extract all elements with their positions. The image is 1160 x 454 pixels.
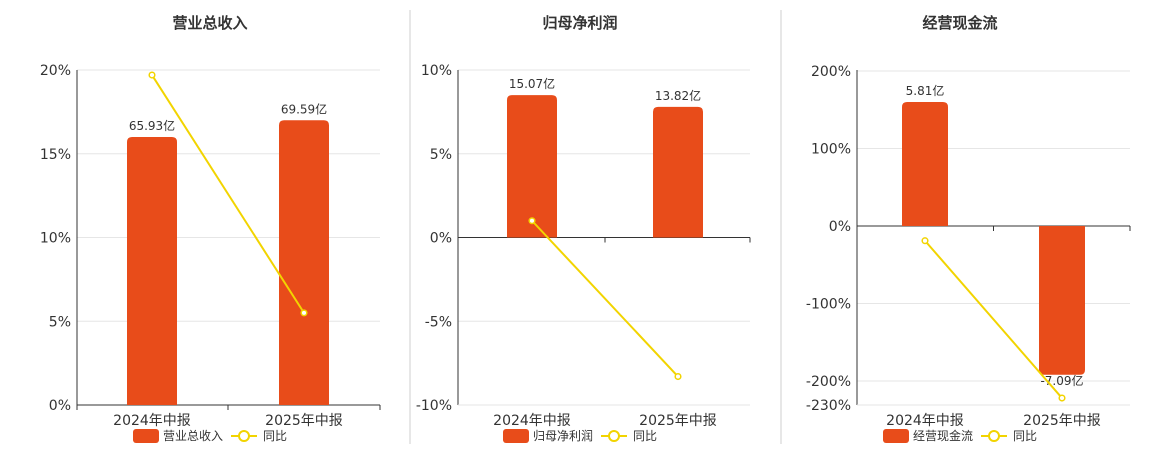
y-tick-label: 5% [49, 314, 71, 330]
y-tick-label: 0% [829, 219, 851, 235]
y-tick-label: 15% [40, 147, 71, 163]
y-tick-label: -100% [806, 297, 851, 313]
line-point [1058, 394, 1066, 402]
line-point [921, 237, 929, 245]
line-point [300, 309, 308, 317]
y-tick-label: 0% [430, 231, 452, 247]
legend-bar-label: 经营现金流 [913, 428, 973, 443]
chart-panel-3: 经营现金流 200% 100% 0% -100% -200% -230% 5.81亿 -7.09… [806, 14, 1131, 443]
x-tick-label: 2024年中报 [493, 413, 571, 429]
bar [127, 137, 177, 405]
bar-data-label: -7.09亿 [1040, 373, 1083, 388]
y-tick-label: 100% [811, 142, 851, 158]
bar [902, 102, 948, 226]
x-tick-label: 2025年中报 [639, 413, 717, 429]
x-tick-label: 2025年中报 [265, 413, 343, 429]
chart-title: 营业总收入 [172, 14, 247, 32]
legend-bar-swatch [883, 429, 909, 443]
legend-bar-swatch [133, 429, 159, 443]
y-tick-label: 5% [430, 147, 452, 163]
x-tick-label: 2024年中报 [113, 413, 191, 429]
bar-data-label: 13.82亿 [655, 88, 701, 103]
chart-panel-2: 归母净利润 10% 5% 0% -5% -10% 15.07亿 13.82亿 2024年中报 20… [416, 14, 751, 443]
line-point [674, 372, 682, 381]
chart-title: 经营现金流 [922, 14, 997, 32]
y-tick-label: -5% [425, 314, 452, 330]
chart-panel-1: 营业总收入 20% 15% 10% 5% 0% 65.93亿 69.59亿 2024年中报 202… [40, 14, 381, 443]
bar-data-label: 15.07亿 [509, 76, 555, 91]
bar-data-label: 69.59亿 [281, 101, 327, 116]
x-tick-label: 2025年中报 [1023, 413, 1101, 429]
legend-bar-label: 归母净利润 [533, 429, 593, 443]
line-point [528, 217, 536, 225]
bar [1039, 226, 1085, 375]
bar [653, 106, 703, 238]
line-series [531, 220, 679, 378]
legend-line-marker [608, 430, 620, 442]
y-tick-label: -200% [806, 374, 851, 390]
legend-bar-swatch [503, 429, 529, 443]
y-tick-label: 0% [49, 398, 71, 414]
legend-line-label: 同比 [263, 429, 287, 443]
line-series [924, 240, 1063, 399]
y-tick-label: 10% [421, 63, 452, 79]
bar [507, 95, 557, 238]
x-tick-label: 2024年中报 [886, 413, 964, 429]
line-series [151, 74, 305, 314]
line-point [148, 71, 156, 79]
y-tick-label: -10% [416, 398, 452, 414]
y-tick-label: 200% [811, 64, 851, 80]
bar-data-label: 5.81亿 [906, 83, 945, 98]
legend-line-marker [988, 430, 1000, 442]
y-tick-label: 20% [40, 63, 71, 79]
chart-title: 归母净利润 [542, 14, 617, 32]
bar [279, 120, 329, 405]
legend-bar-label: 营业总收入 [163, 429, 223, 443]
legend-line-label: 同比 [633, 429, 657, 443]
y-tick-label: -230% [806, 398, 851, 414]
y-tick-label: 10% [40, 231, 71, 247]
legend-line-marker [238, 430, 250, 442]
legend-line-label: 同比 [1013, 429, 1037, 443]
bar-data-label: 65.93亿 [129, 118, 175, 133]
